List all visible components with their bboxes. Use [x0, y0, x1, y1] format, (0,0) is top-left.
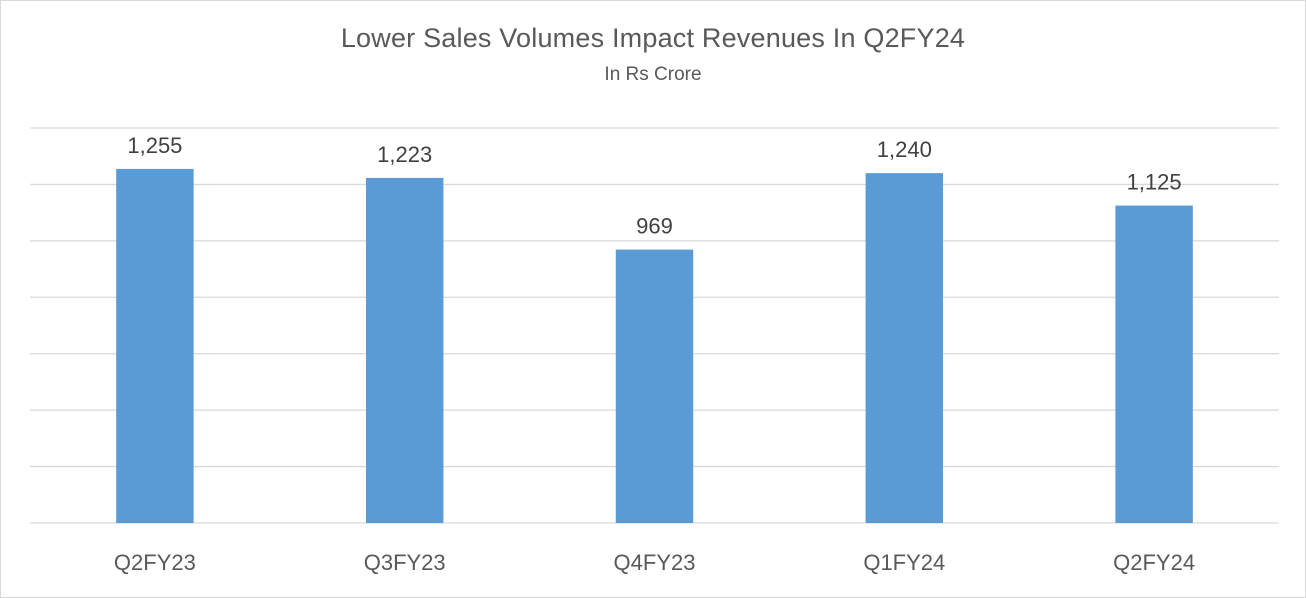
x-tick-label-q3fy23: Q3FY23 — [364, 550, 446, 575]
data-label-q4fy23: 969 — [636, 214, 673, 239]
bar-q4fy23 — [615, 249, 694, 523]
data-label-q3fy23: 1,223 — [377, 142, 432, 167]
chart-title: Lower Sales Volumes Impact Revenues In Q… — [340, 23, 966, 53]
x-tick-label-q1fy24: Q1FY24 — [863, 550, 945, 575]
data-label-q1fy24: 1,240 — [877, 137, 932, 162]
data-label-q2fy23: 1,255 — [127, 133, 182, 158]
bar-q3fy23 — [365, 177, 444, 524]
bar-q2fy23 — [116, 168, 194, 524]
data-label-q2fy24: 1,125 — [1127, 170, 1182, 195]
chart-subtitle: In Rs Crore — [604, 64, 702, 85]
x-tick-label-q2fy23: Q2FY23 — [114, 550, 196, 575]
x-tick-label-q4fy23: Q4FY23 — [614, 550, 696, 575]
x-tick-label-q2fy24: Q2FY24 — [1113, 550, 1195, 575]
bar-q1fy24 — [865, 173, 944, 523]
bar-q2fy24 — [1115, 205, 1193, 523]
